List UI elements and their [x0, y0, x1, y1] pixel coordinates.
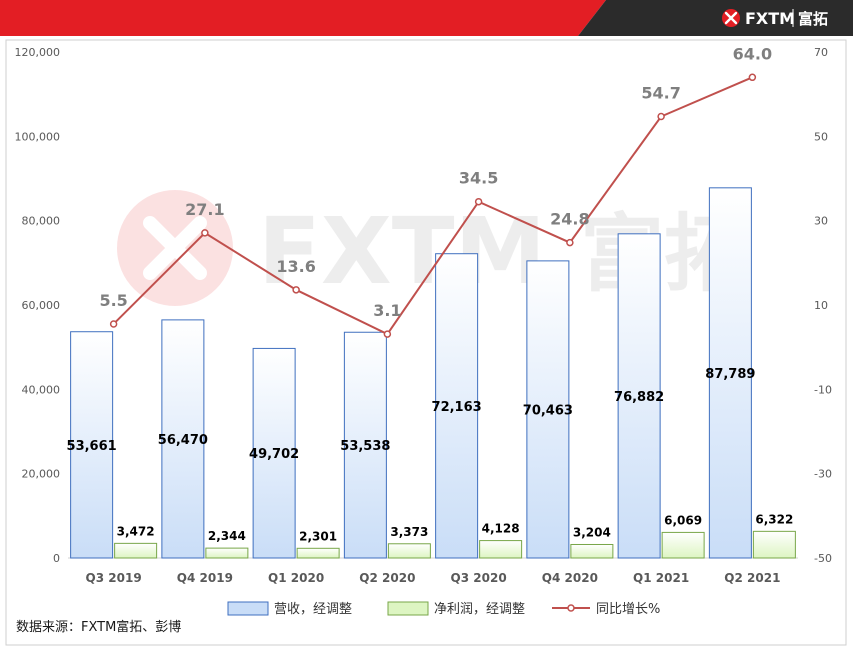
profit-bar — [570, 543, 614, 559]
growth-data-label: 13.6 — [276, 257, 315, 276]
y-right-tick-label: 50 — [814, 130, 828, 143]
revenue-data-label: 76,882 — [614, 390, 664, 405]
growth-point — [109, 320, 118, 328]
profit-data-label: 3,472 — [117, 524, 155, 538]
growth-point — [657, 112, 665, 121]
legend: 营收，经调整 净利润，经调整 同比增长% — [227, 601, 660, 617]
growth-point — [383, 330, 392, 338]
y-left-tick-label: 80,000 — [22, 215, 61, 228]
x-tick-label: Q1 2020 — [268, 571, 324, 585]
legend-swatch-growth-marker — [567, 604, 575, 612]
growth-data-label: 34.5 — [459, 169, 498, 188]
profit-data-label: 2,301 — [299, 529, 337, 543]
legend-swatch-profit — [387, 601, 429, 616]
revenue-data-label: 87,789 — [705, 367, 755, 382]
y-right-tick-label: 30 — [814, 215, 828, 228]
revenue-data-label: 70,463 — [523, 403, 573, 418]
growth-line — [112, 76, 753, 336]
growth-point — [474, 197, 483, 206]
y-right-tick-label: 70 — [814, 46, 828, 59]
x-tick-label: Q2 2020 — [359, 571, 415, 585]
fxtm-logo: FXTM 富拓 — [722, 9, 828, 28]
x-tick-label: Q2 2021 — [724, 571, 780, 585]
profit-data-label: 6,069 — [664, 513, 702, 527]
profit-data-label: 3,204 — [573, 525, 611, 539]
header-brand: FXTM — [745, 9, 795, 28]
growth-point — [292, 286, 300, 294]
y-right-tick-label: -10 — [814, 383, 832, 396]
bars — [70, 187, 796, 559]
plot-border — [5, 39, 847, 646]
growth-data-label: 5.5 — [99, 291, 127, 310]
source-note: 数据来源：FXTM富拓、彭博 — [16, 619, 181, 635]
watermark-text: FXTM — [258, 198, 546, 305]
profit-data-label: 3,373 — [390, 525, 428, 539]
legend-item-growth: 同比增长% — [552, 602, 660, 617]
y-right-tick-label: 10 — [814, 299, 828, 312]
growth-point — [201, 229, 209, 237]
legend-label-profit: 净利润，经调整 — [434, 602, 525, 617]
revenue-bar — [617, 233, 661, 559]
header-bar: FXTM 富拓 — [0, 0, 853, 36]
header-red-band — [0, 0, 606, 36]
revenue-data-label: 49,702 — [249, 447, 299, 462]
y-left-tick-label: 100,000 — [15, 130, 61, 143]
profit-data-label: 2,344 — [208, 529, 246, 543]
profit-bar — [661, 531, 705, 559]
profit-bar — [205, 547, 249, 559]
legend-item-profit: 净利润，经调整 — [387, 601, 525, 617]
revenue-bar — [252, 347, 296, 559]
revenue-data-label: 53,538 — [340, 439, 390, 454]
legend-label-growth: 同比增长% — [596, 602, 660, 617]
profit-bar — [752, 530, 796, 559]
header-dark-band — [578, 0, 853, 36]
y-left-tick-label: 60,000 — [22, 299, 61, 312]
y-left-tick-label: 0 — [53, 552, 60, 565]
watermark-logo-icon — [117, 190, 233, 306]
data-labels: 53,661 56,470 49,702 53,538 72,163 70,463 76,8… — [67, 44, 794, 543]
growth-data-label: 64.0 — [733, 44, 772, 63]
profit-data-label: 4,128 — [482, 522, 520, 536]
growth-data-label: 54.7 — [641, 84, 680, 103]
revenue-bar — [435, 253, 479, 559]
axes: 0 20,000 40,000 60,000 80,000 100,000 120,000 -… — [15, 46, 832, 585]
growth-data-label: 3.1 — [373, 301, 401, 320]
legend-label-revenue: 营收，经调整 — [274, 602, 352, 617]
x-tick-label: Q3 2019 — [86, 571, 142, 585]
profit-bar — [479, 540, 523, 559]
revenue-data-label: 53,661 — [67, 439, 117, 454]
growth-line-layer — [109, 73, 757, 338]
revenue-data-label: 72,163 — [432, 400, 482, 415]
revenue-bar — [70, 331, 114, 559]
profit-data-label: 6,322 — [755, 512, 793, 526]
growth-data-label: 27.1 — [185, 200, 224, 219]
growth-data-label: 24.8 — [550, 210, 589, 229]
profit-bar — [296, 547, 340, 559]
revenue-bar — [708, 187, 752, 559]
watermark-logo-mark — [143, 216, 207, 280]
revenue-bar — [526, 260, 570, 559]
header-brand-cn: 富拓 — [798, 10, 828, 28]
profit-bar — [387, 543, 431, 559]
revenue-bar — [161, 319, 205, 559]
x-tick-label: Q4 2020 — [542, 571, 598, 585]
y-right-tick-label: -50 — [814, 552, 832, 565]
fxtm-logo-mark — [724, 11, 738, 25]
profit-bar — [114, 542, 158, 559]
revenue-data-label: 56,470 — [158, 433, 208, 448]
growth-point — [748, 73, 757, 82]
legend-item-revenue: 营收，经调整 — [227, 601, 352, 617]
y-left-tick-label: 120,000 — [15, 46, 61, 59]
x-tick-label: Q4 2019 — [177, 571, 233, 585]
y-left-tick-label: 40,000 — [22, 383, 61, 396]
x-tick-label: Q1 2021 — [633, 571, 689, 585]
y-right-tick-label: -30 — [814, 468, 832, 481]
x-tick-label: Q3 2020 — [451, 571, 507, 585]
revenue-bar — [343, 331, 387, 559]
legend-swatch-revenue — [227, 601, 269, 616]
y-left-tick-label: 20,000 — [22, 468, 61, 481]
growth-point — [566, 238, 574, 247]
